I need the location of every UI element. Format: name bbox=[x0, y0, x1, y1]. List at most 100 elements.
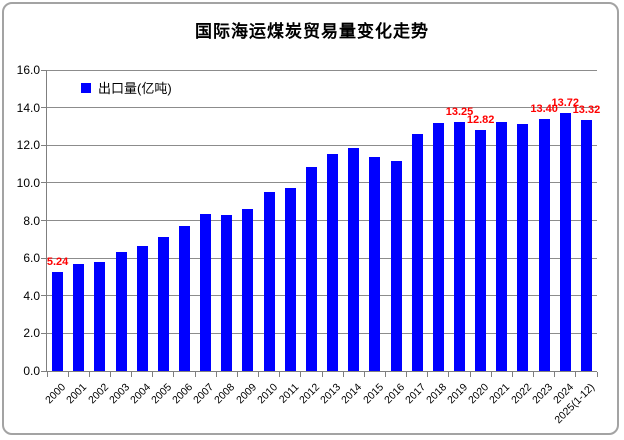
y-axis-tick bbox=[41, 370, 47, 372]
x-axis-category-label: 2021 bbox=[487, 381, 513, 407]
x-axis-tick bbox=[258, 372, 260, 377]
x-axis-tick bbox=[215, 372, 217, 377]
x-axis-tick bbox=[194, 372, 196, 377]
bar-2017 bbox=[411, 133, 423, 371]
y-axis-tick bbox=[41, 257, 47, 259]
x-axis-category-label: 2022 bbox=[508, 381, 534, 407]
x-axis-tick bbox=[490, 372, 492, 377]
x-axis-category-label: 2001 bbox=[64, 381, 90, 407]
bar-2018 bbox=[432, 122, 444, 371]
bar-data-label: 13.25 bbox=[445, 105, 474, 118]
y-axis-line bbox=[46, 70, 47, 372]
bar-2002 bbox=[94, 261, 106, 371]
bar-2005 bbox=[157, 237, 169, 371]
bar-data-label: 5.24 bbox=[46, 256, 69, 269]
x-axis-tick bbox=[46, 372, 48, 377]
x-axis-category-label: 2005 bbox=[149, 381, 175, 407]
gridline bbox=[47, 257, 597, 259]
x-axis-category-label: 2016 bbox=[381, 381, 407, 407]
gridline bbox=[47, 220, 597, 221]
x-axis-tick bbox=[279, 372, 281, 377]
gridline bbox=[47, 144, 597, 146]
x-axis-category-label: 2013 bbox=[318, 381, 344, 407]
x-axis-category-label: 2010 bbox=[254, 381, 280, 407]
bar-data-label: 12.82 bbox=[466, 113, 495, 126]
bar-2008 bbox=[221, 214, 233, 371]
x-axis-category-label: 2011 bbox=[276, 381, 302, 406]
x-axis-tick bbox=[575, 372, 577, 377]
y-axis-tick-label: 0.0 bbox=[23, 364, 40, 378]
x-axis-category-label: 2015 bbox=[360, 381, 386, 407]
x-axis-tick bbox=[448, 372, 450, 377]
bar-2014 bbox=[348, 147, 360, 371]
bar-2007 bbox=[200, 214, 212, 371]
x-axis-tick bbox=[173, 372, 175, 377]
x-axis-tick bbox=[67, 372, 69, 377]
y-axis-tick bbox=[41, 295, 47, 297]
x-axis-tick bbox=[554, 372, 556, 377]
x-axis-category-label: 2004 bbox=[127, 381, 153, 407]
x-axis-tick bbox=[596, 372, 598, 377]
x-axis-category-label: 2006 bbox=[170, 381, 196, 407]
gridline bbox=[47, 107, 597, 109]
bar-2016 bbox=[390, 161, 402, 371]
x-axis-tick bbox=[88, 372, 90, 377]
y-axis-tick bbox=[41, 182, 47, 184]
bar-2004 bbox=[136, 245, 148, 371]
x-axis-tick bbox=[469, 372, 471, 377]
gridline bbox=[47, 332, 597, 334]
chart-title: 国际海运煤炭贸易量变化走势 bbox=[195, 22, 429, 41]
bar-2013 bbox=[327, 154, 339, 371]
x-axis-category-label: 2019 bbox=[445, 381, 471, 407]
y-axis-tick bbox=[41, 332, 47, 334]
y-axis-tick-label: 14.0 bbox=[16, 100, 40, 115]
bar-2023 bbox=[538, 118, 550, 371]
x-axis-category-label: 2000 bbox=[43, 381, 69, 407]
x-axis-line bbox=[46, 371, 597, 372]
y-axis-tick bbox=[41, 107, 47, 109]
x-axis-tick bbox=[342, 372, 344, 377]
x-axis-category-label: 2020 bbox=[466, 381, 492, 407]
x-axis-category-label: 2007 bbox=[191, 381, 217, 407]
x-axis-category-label: 2014 bbox=[339, 381, 365, 407]
x-axis-tick bbox=[152, 372, 154, 377]
x-axis-tick bbox=[300, 372, 302, 377]
legend: 出口量(亿吨) bbox=[81, 78, 172, 97]
x-axis-tick bbox=[533, 372, 535, 377]
x-axis-tick bbox=[406, 372, 408, 377]
x-axis-category-label: 2018 bbox=[424, 381, 450, 407]
bar-2021 bbox=[496, 121, 508, 371]
bar-2006 bbox=[179, 225, 190, 371]
y-axis-tick-label: 6.0 bbox=[23, 251, 40, 266]
y-axis-tick-label: 12.0 bbox=[16, 138, 40, 153]
x-axis-tick bbox=[384, 372, 386, 377]
x-axis-category-label: 2012 bbox=[297, 381, 323, 407]
x-axis-tick bbox=[321, 372, 323, 377]
x-axis-category-label: 2003 bbox=[106, 381, 132, 407]
y-axis-tick bbox=[41, 220, 47, 221]
legend-marker-square bbox=[81, 82, 91, 93]
y-axis-tick-label: 8.0 bbox=[23, 213, 40, 228]
bar-2009 bbox=[242, 208, 254, 371]
legend-label: 出口量(亿吨) bbox=[98, 81, 172, 96]
x-axis-tick bbox=[363, 372, 365, 377]
bar-2015 bbox=[369, 157, 381, 371]
y-axis-tick-label: 4.0 bbox=[23, 288, 40, 303]
x-axis-category-label: 2017 bbox=[402, 381, 428, 407]
bar-data-label: 13.72 bbox=[551, 96, 580, 109]
bar-2020 bbox=[475, 129, 487, 371]
bar-2025(1-12) bbox=[580, 120, 592, 371]
x-axis-tick bbox=[131, 372, 133, 377]
bar-2019 bbox=[454, 121, 465, 371]
y-axis-tick bbox=[41, 69, 47, 71]
bar-2024 bbox=[559, 112, 571, 371]
y-axis-tick-label: 10.0 bbox=[16, 175, 40, 190]
bar-2000 bbox=[52, 272, 64, 371]
y-axis-tick-label: 2.0 bbox=[23, 326, 40, 341]
x-axis-category-label: 2008 bbox=[212, 381, 238, 407]
x-axis-category-label: 2002 bbox=[85, 381, 111, 407]
bar-2003 bbox=[115, 252, 127, 371]
bar-2010 bbox=[263, 191, 275, 371]
bar-2001 bbox=[73, 264, 85, 371]
x-axis-tick bbox=[109, 372, 111, 377]
